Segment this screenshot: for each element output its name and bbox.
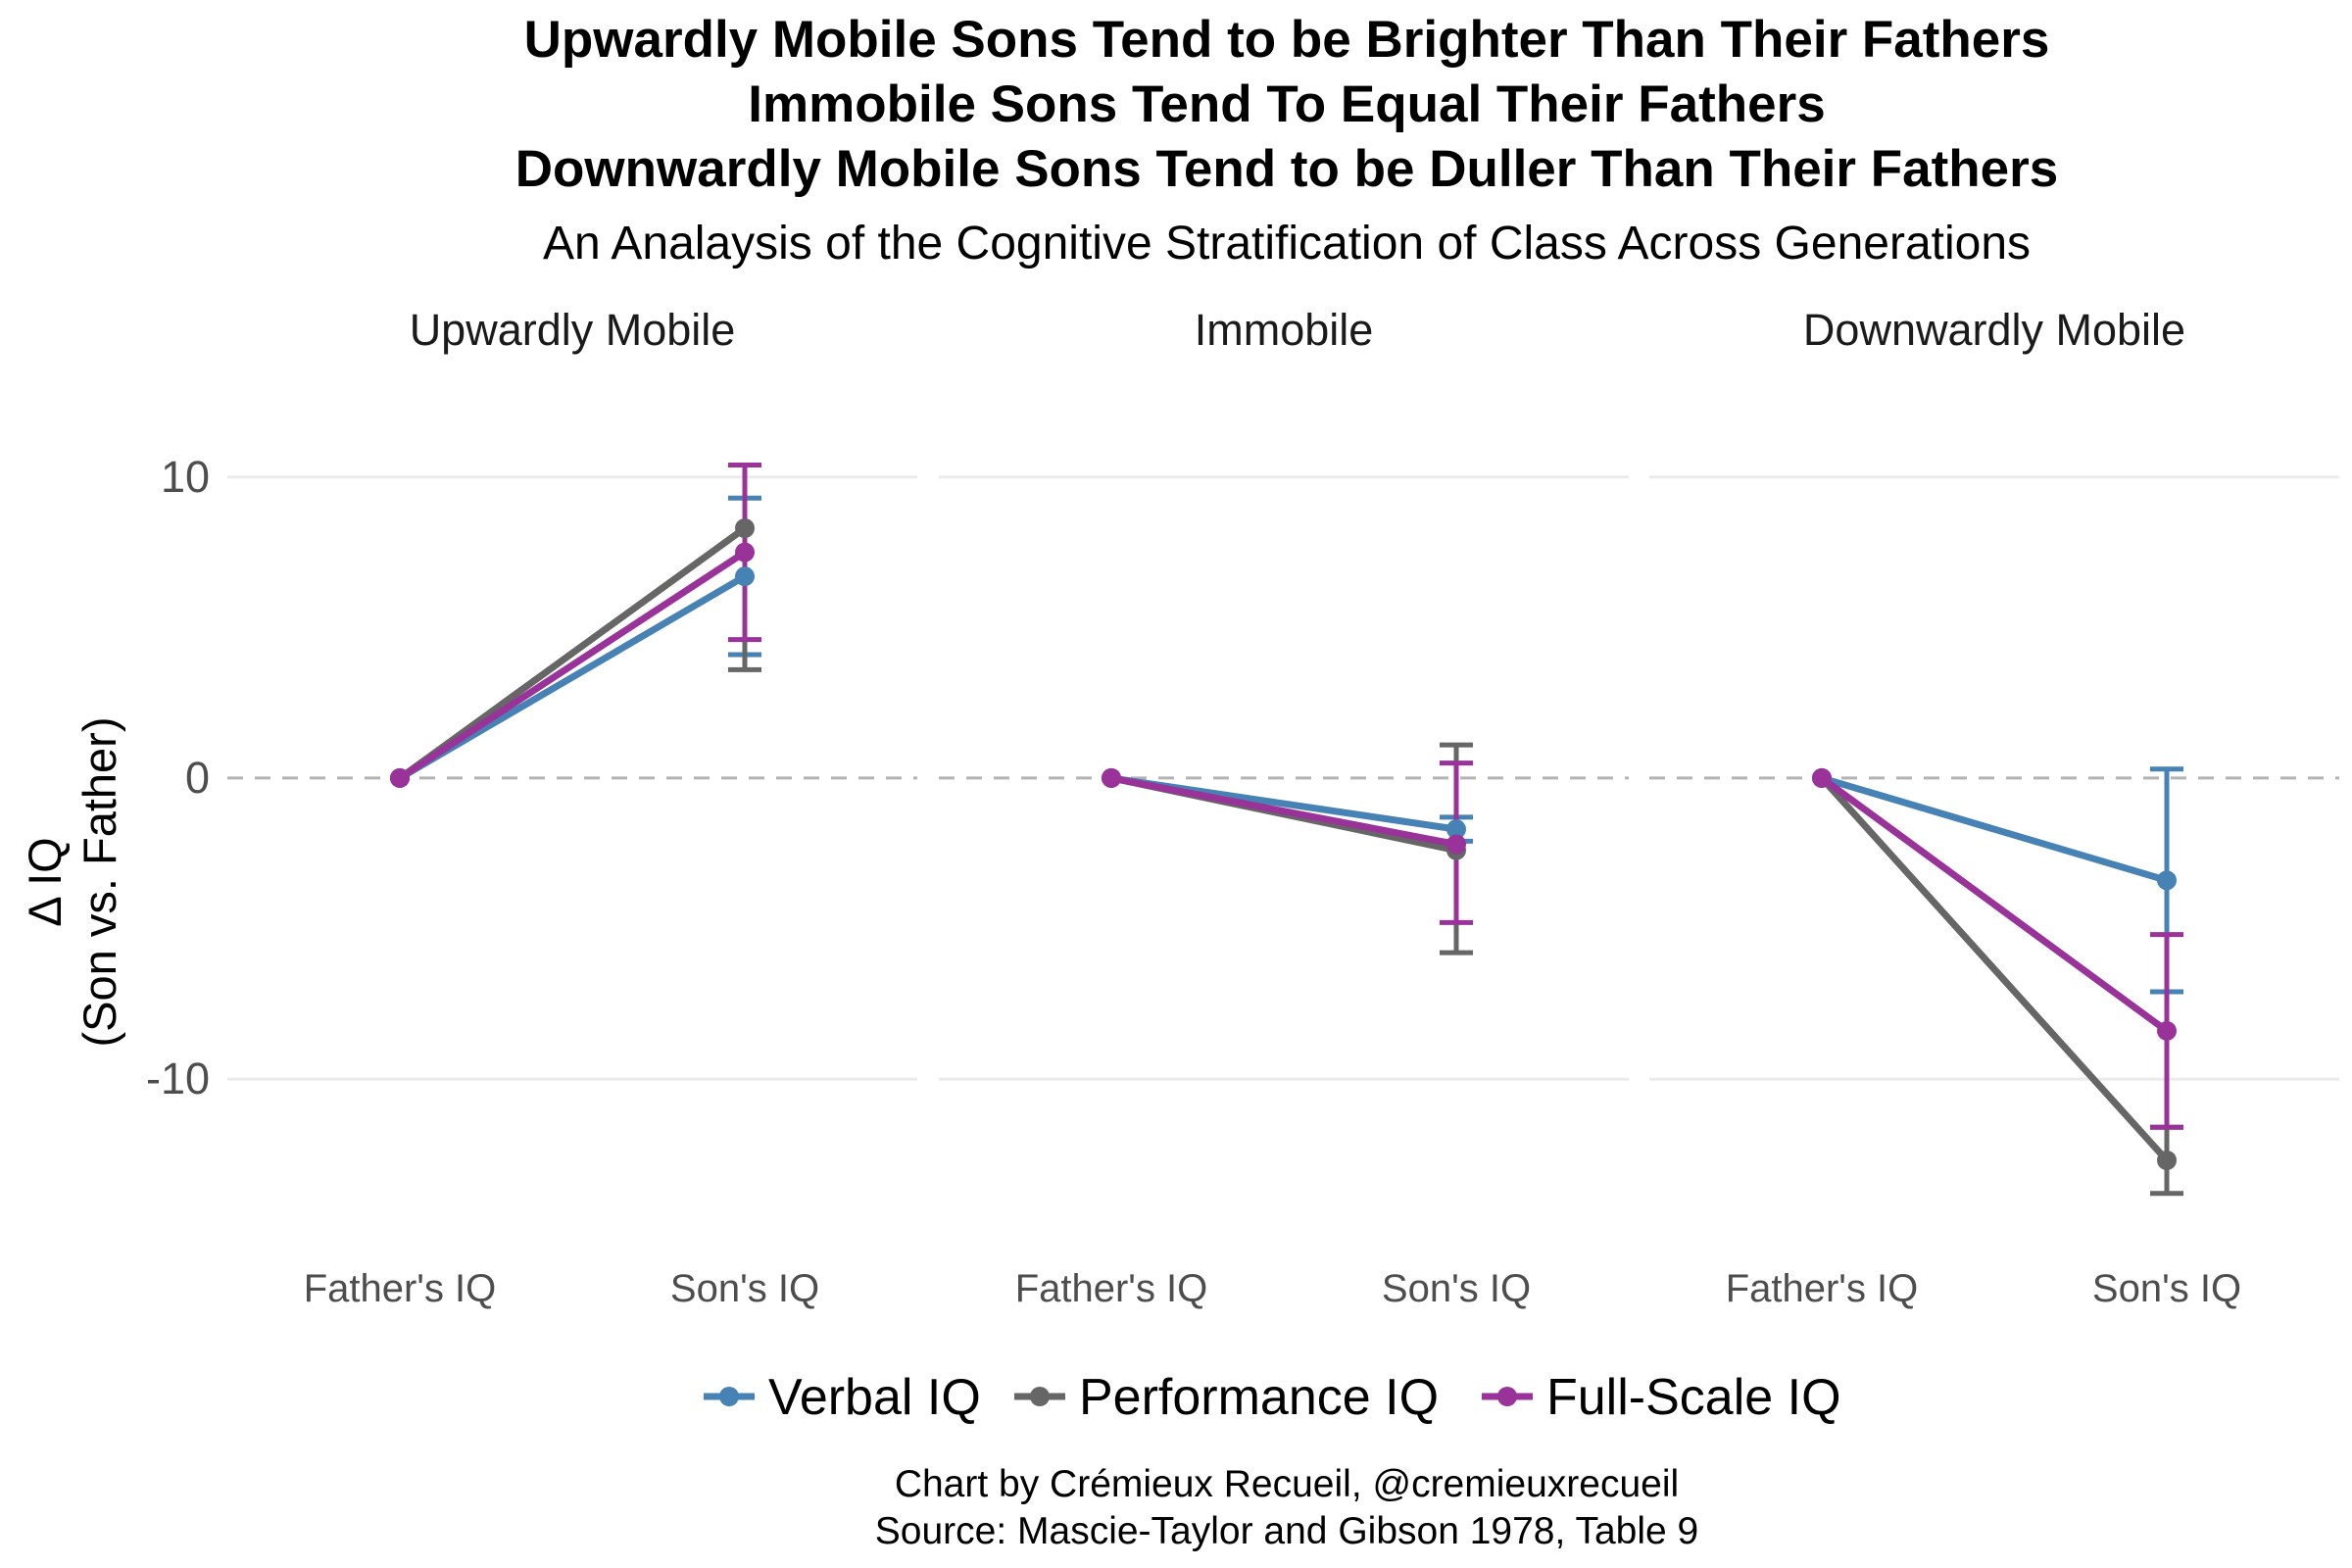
y-tick-label: -10 [146, 1054, 210, 1103]
data-point-full-scale-iq [1102, 767, 1121, 788]
data-point-full-scale-iq [1812, 767, 1832, 788]
chart-title-line-3: Downwardly Mobile Sons Tend to be Duller… [515, 140, 2058, 198]
series-line-full-scale-iq [1818, 774, 2171, 1035]
y-tick-label: 0 [185, 753, 210, 803]
facet-immobile: Immobile Father's IQ Son's IQ [939, 305, 1629, 1310]
y-tick-label: 10 [161, 452, 210, 502]
x-tick-label: Father's IQ [1726, 1267, 1919, 1310]
y-axis-title-line-2: (Son vs. Father) [74, 717, 125, 1048]
series-line-full-scale-iq [396, 549, 749, 782]
data-point-full-scale-iq [2157, 1020, 2177, 1041]
x-tick-label: Son's IQ [1382, 1267, 1531, 1310]
legend-item-full-scale-iq: Full-Scale IQ [1482, 1369, 1841, 1426]
chart-subtitle: An Analaysis of the Cognitive Stratifica… [543, 218, 2031, 270]
facet-downwardly-mobile: Downwardly Mobile Father's IQ Son's IQ [1649, 305, 2339, 1310]
facet-panels: 10 0 -10 Upwardly Mobile Father's IQ Son's IQ… [146, 305, 2339, 1310]
facet-label: Immobile [1195, 305, 1374, 355]
data-point-full-scale-iq [735, 542, 755, 563]
x-tick-label: Father's IQ [304, 1267, 497, 1310]
y-axis-title-line-1: Δ IQ [19, 837, 71, 926]
x-tick-label: Son's IQ [2092, 1267, 2241, 1310]
x-tick-label: Father's IQ [1015, 1267, 1208, 1310]
facet-upwardly-mobile: Upwardly Mobile Father's IQ Son's IQ [227, 305, 917, 1310]
legend-label: Verbal IQ [768, 1369, 981, 1426]
x-tick-label: Son's IQ [670, 1267, 819, 1310]
caption-source: Source: Mascie-Taylor and Gibson 1978, T… [875, 1510, 1698, 1552]
legend-key-point [1497, 1387, 1517, 1406]
data-point-performance-iq [2157, 1151, 2177, 1170]
data-point-full-scale-iq [390, 767, 410, 788]
data-point-performance-iq [735, 518, 755, 538]
data-point-full-scale-iq [1446, 834, 1466, 855]
chart-title-line-1: Upwardly Mobile Sons Tend to be Brighter… [524, 11, 2050, 69]
facet-label: Downwardly Mobile [1803, 305, 2185, 355]
chart-title-line-2: Immobile Sons Tend To Equal Their Father… [748, 75, 1825, 133]
series-line-performance-iq [1818, 774, 2171, 1164]
legend-item-verbal-iq: Verbal IQ [704, 1369, 981, 1426]
series-line-full-scale-iq [1107, 774, 1460, 848]
legend-label: Performance IQ [1079, 1369, 1439, 1426]
data-point-verbal-iq [2157, 870, 2177, 891]
data-point-verbal-iq [735, 566, 755, 587]
caption-credit: Chart by Crémieux Recueil, @cremieuxrecu… [895, 1463, 1679, 1505]
legend-label: Full-Scale IQ [1546, 1369, 1841, 1426]
legend: Verbal IQ Performance IQ Full-Scale IQ [704, 1369, 1841, 1426]
legend-key-point [1030, 1387, 1050, 1406]
legend-item-performance-iq: Performance IQ [1014, 1369, 1439, 1426]
y-axis-title: Δ IQ (Son vs. Father) [19, 717, 125, 1048]
legend-key-point [719, 1387, 739, 1406]
facet-label: Upwardly Mobile [410, 305, 736, 355]
series-line-verbal-iq [1818, 774, 2171, 884]
data-point-verbal-iq [1446, 819, 1466, 840]
